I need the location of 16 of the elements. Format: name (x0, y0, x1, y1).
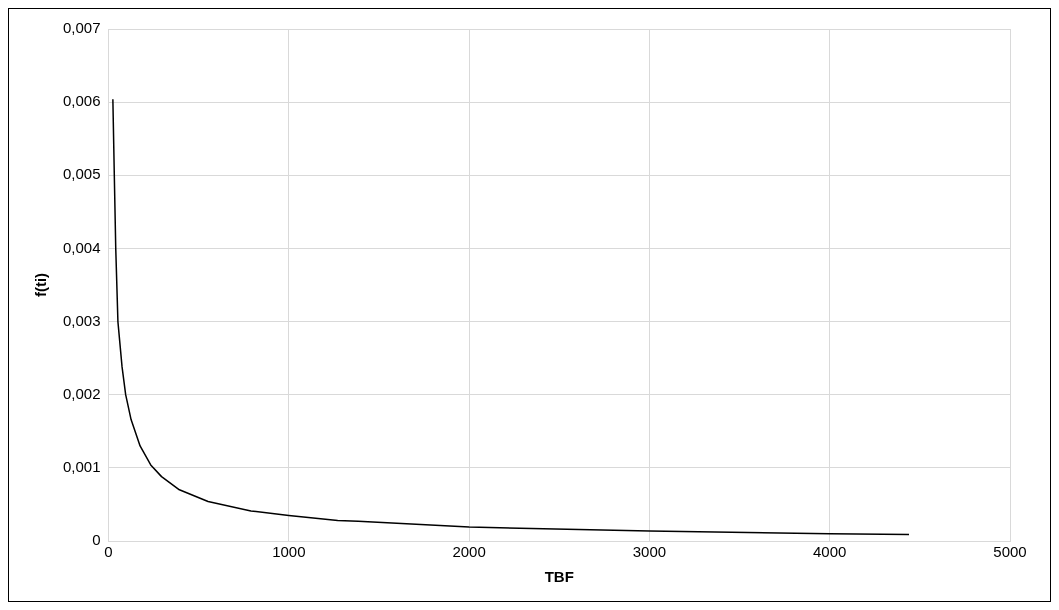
x-tick-label: 3000 (632, 543, 667, 561)
x-tick-label: 1000 (272, 543, 306, 561)
x-axis-title: TBF (544, 568, 574, 586)
y-tick-label: 0,005 (62, 165, 101, 183)
y-tick-label: 0,007 (62, 19, 101, 37)
x-tick-label: 2000 (452, 543, 486, 561)
y-tick-label: 0,002 (62, 384, 101, 402)
y-tick-label: 0 (92, 531, 101, 549)
y-tick-label: 0,004 (62, 238, 101, 256)
y-tick-label: 0,006 (62, 92, 101, 110)
x-tick-label: 4000 (813, 543, 847, 561)
y-axis-title: f(ti) (32, 272, 50, 298)
x-tick-label: 0 (104, 543, 113, 561)
y-tick-label: 0,001 (62, 458, 101, 475)
y-tick-label: 0,003 (62, 311, 101, 329)
x-tick-label: 5000 (993, 543, 1027, 561)
